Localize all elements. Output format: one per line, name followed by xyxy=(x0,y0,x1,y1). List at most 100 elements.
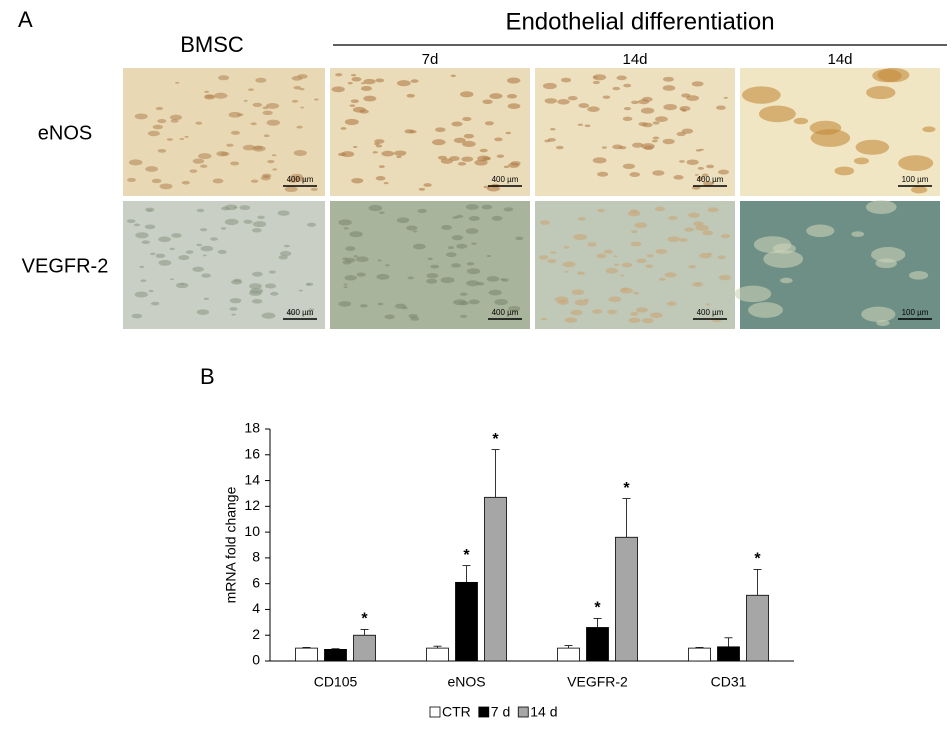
cell xyxy=(695,224,709,231)
cell xyxy=(264,283,277,289)
cell xyxy=(396,80,411,87)
y-tick-label: 16 xyxy=(244,445,260,461)
cell xyxy=(870,246,906,263)
cell xyxy=(632,142,644,148)
cell xyxy=(705,303,711,306)
cell xyxy=(613,255,618,258)
cell xyxy=(587,242,597,247)
column-label: 14d xyxy=(622,51,647,68)
cell xyxy=(345,246,356,251)
cell xyxy=(652,170,665,176)
cell xyxy=(228,111,242,118)
cell xyxy=(447,246,455,250)
micrograph xyxy=(123,201,325,329)
cell xyxy=(135,232,149,239)
cell xyxy=(338,301,352,307)
cell xyxy=(349,104,356,107)
cell xyxy=(866,85,896,100)
cell xyxy=(597,208,605,213)
column-label: 14d xyxy=(827,51,852,68)
cell xyxy=(622,163,635,170)
cell xyxy=(396,155,402,159)
cell xyxy=(544,98,557,104)
cell xyxy=(195,121,203,125)
cell xyxy=(587,106,600,112)
cell xyxy=(233,278,242,283)
cell xyxy=(343,227,349,230)
cell xyxy=(494,137,503,142)
cell xyxy=(300,106,305,109)
cell xyxy=(679,160,685,163)
cell xyxy=(453,137,466,144)
cell xyxy=(298,289,303,292)
cell xyxy=(603,249,613,254)
cell xyxy=(192,266,204,272)
cell xyxy=(372,151,378,154)
cell xyxy=(622,116,633,121)
cell xyxy=(169,278,174,281)
cell xyxy=(451,263,462,268)
cell xyxy=(567,96,578,101)
cell xyxy=(349,231,363,238)
cell xyxy=(703,181,714,186)
cell xyxy=(608,296,622,303)
cell xyxy=(855,139,890,155)
cell xyxy=(636,258,647,264)
cell xyxy=(413,243,426,250)
cell xyxy=(407,276,414,280)
cell xyxy=(157,118,167,124)
cell xyxy=(413,230,418,233)
cell xyxy=(375,78,385,83)
cell xyxy=(641,317,654,324)
cell xyxy=(692,281,704,287)
cell xyxy=(229,307,238,311)
cell xyxy=(554,296,569,303)
cell xyxy=(651,139,658,143)
cell xyxy=(377,302,384,306)
cell xyxy=(251,228,262,233)
cell xyxy=(155,253,166,258)
cell xyxy=(631,100,639,105)
cell xyxy=(628,317,641,324)
cell xyxy=(605,267,619,274)
cell xyxy=(640,107,655,114)
cell xyxy=(217,249,227,254)
cell xyxy=(723,96,728,99)
cell xyxy=(360,304,368,308)
cell xyxy=(189,169,198,173)
cell xyxy=(152,124,163,130)
cell xyxy=(252,271,263,277)
legend-label: CTR xyxy=(442,704,471,720)
cell xyxy=(394,150,407,156)
cell xyxy=(631,230,638,234)
scale-bar-label: 400 µm xyxy=(697,308,724,317)
cell xyxy=(376,273,390,280)
cell xyxy=(549,127,556,131)
cell xyxy=(616,75,627,81)
cell xyxy=(267,159,275,164)
cell xyxy=(344,118,359,126)
cell xyxy=(291,75,303,81)
cell xyxy=(681,128,694,134)
cell xyxy=(360,86,373,92)
cell xyxy=(243,219,253,224)
legend-swatch xyxy=(429,706,441,718)
cell xyxy=(649,312,663,319)
cell xyxy=(383,182,389,185)
cell xyxy=(159,183,173,190)
cell xyxy=(308,308,315,312)
y-tick-label: 0 xyxy=(252,652,260,668)
cell xyxy=(503,207,514,212)
cell xyxy=(128,159,143,166)
cell xyxy=(147,130,160,137)
cell xyxy=(632,291,640,295)
cell xyxy=(440,158,453,164)
cell xyxy=(134,223,141,227)
cell xyxy=(284,186,298,193)
cell xyxy=(341,151,355,158)
cell xyxy=(410,79,419,83)
cell xyxy=(557,99,570,105)
cell xyxy=(623,83,632,88)
cell xyxy=(451,121,463,127)
cell xyxy=(231,313,236,316)
